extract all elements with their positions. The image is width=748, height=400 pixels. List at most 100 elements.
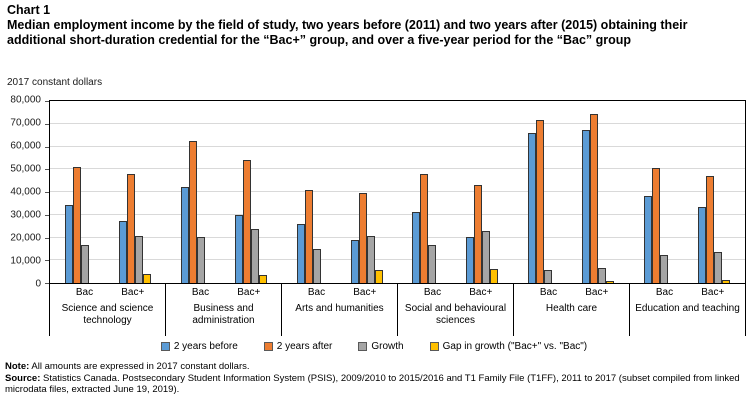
bar-2-years-before [118,221,127,283]
subgroup-label-row: Bac Bac+ [398,284,513,300]
bar-2-years-before [180,187,189,283]
y-axis-tick-label: 60,000 [10,140,41,152]
bar-cluster-bac [64,101,89,283]
bar-2-years-after [590,114,599,283]
legend-swatch [263,342,273,351]
bar-2-years-after [304,189,313,283]
source-line: Source: Statistics Canada. Postsecondary… [5,373,745,396]
bar-2-years-before [64,204,73,283]
bar-2-years-before [528,133,537,283]
bar-2-years-before [350,239,359,283]
bar-cluster-bacplus [234,101,267,283]
bar-2-years-before [644,195,653,283]
bar-2-years-after [474,184,483,283]
bar-growth [544,269,553,283]
bar-2-years-after [706,175,714,283]
legend-item: Growth [358,341,404,352]
bar-cluster-bacplus [698,101,730,283]
y-axis-tick-mark [45,123,49,125]
bar-2-years-before [296,223,305,283]
notes: Note: All amounts are expressed in 2017 … [5,361,745,396]
y-axis-tick-mark [45,214,49,216]
y-axis-tick-label: 40,000 [10,186,41,198]
bar-group [282,101,398,283]
note-text: All amounts are expressed in 2017 consta… [31,361,250,372]
bar-2-years-after [420,174,429,283]
bar-growth [80,245,89,283]
y-axis-tick-label: 10,000 [10,255,41,267]
gridline [50,145,745,147]
legend-item: 2 years after [263,341,333,352]
subgroup-label-bac: Bac [423,287,442,298]
bar-growth [366,235,375,283]
bar-cluster-bacplus [466,101,499,283]
bar-2-years-after [72,166,81,283]
gridline [50,191,745,192]
bar-2-years-after [652,167,661,283]
bar-gap-in-growth-bac-vs-bac [142,274,151,283]
subgroup-label-row: Bac Bac+ [514,284,629,300]
bar-2-years-after [242,160,251,283]
subgroup-label-bac: Bac [539,287,558,298]
gridline [50,213,745,215]
bar-growth [482,230,491,283]
subgroup-label-bacplus: Bac+ [353,287,377,298]
legend-swatch [358,342,368,351]
field-of-study-label: Health care [545,303,598,314]
bar-growth [428,244,437,283]
subgroup-label-bacplus: Bac+ [121,287,145,298]
y-axis-tick-mark [45,192,49,193]
bar-gap-in-growth-bac-vs-bac [258,275,267,283]
gridline [50,168,745,170]
source-label: Source: [5,372,41,384]
legend-label: 2 years after [276,341,333,352]
bar-2-years-before [698,206,706,283]
note-label: Note: [5,361,30,372]
bar-growth [598,267,607,283]
bar-cluster-bac [180,101,205,283]
bar-cluster-bacplus [582,101,615,283]
gridline [50,259,745,261]
y-axis-tick-labels: 0 10,000 20,000 30,000 40,000 50,000 60,000 70,… [0,95,44,290]
subgroup-label-row: Bac Bac+ [50,284,165,300]
y-axis-tick-label: 30,000 [10,209,41,221]
bar-2-years-before [466,236,475,283]
bar-group [166,101,282,283]
y-axis-tick-mark [45,237,49,239]
y-axis-tick-label: 70,000 [10,117,41,129]
bar-gap-in-growth-bac-vs-bac [722,280,730,283]
x-group-cell: Bac Bac+ Business and administration [166,284,282,336]
bar-gap-in-growth-bac-vs-bac [606,280,615,283]
subgroup-label-bac: Bac [191,287,210,298]
bar-2-years-before [582,129,591,283]
bar-growth [250,229,259,283]
x-axis-labels: Bac Bac+ Science and science technology Bac… [49,284,746,336]
bar-2-years-before [234,214,243,283]
field-of-study-label: Social and behavioural sciences [404,303,507,326]
legend-item: 2 years before [160,341,238,352]
bar-gap-in-growth-bac-vs-bac [490,268,499,283]
y-axis-tick-mark [45,260,49,262]
field-of-study-label: Business and administration [192,303,255,326]
x-group-cell: Bac Bac+ Science and science technology [49,284,166,336]
y-axis-units-label: 2017 constant dollars [7,77,103,88]
x-group-cell: Bac Bac+ Education and teaching [630,284,746,336]
legend: 2 years before 2 years after Growth Gap in … [0,341,748,352]
x-group-cell: Bac Bac+ Health care [514,284,630,336]
y-axis-tick-label: 50,000 [10,163,41,175]
chart-number: Chart 1 [7,3,51,17]
x-group-cell: Bac Bac+ Arts and humanities [282,284,398,336]
subgroup-label-bacplus: Bac+ [585,287,609,298]
subgroup-label-bac: Bac [655,287,674,298]
y-axis-tick-label: 80,000 [10,94,41,106]
y-axis-tick-label: 20,000 [10,232,41,244]
bar-2-years-after [188,141,197,283]
gridline [50,236,745,238]
legend-label: 2 years before [173,341,238,352]
subgroup-label-bacplus: Bac+ [237,287,261,298]
bar-2-years-after [536,119,545,283]
source-text: Statistics Canada. Postsecondary Student… [5,372,740,396]
bar-growth [312,248,321,283]
legend-item: Gap in growth ("Bac+" vs. "Bac") [429,341,587,352]
